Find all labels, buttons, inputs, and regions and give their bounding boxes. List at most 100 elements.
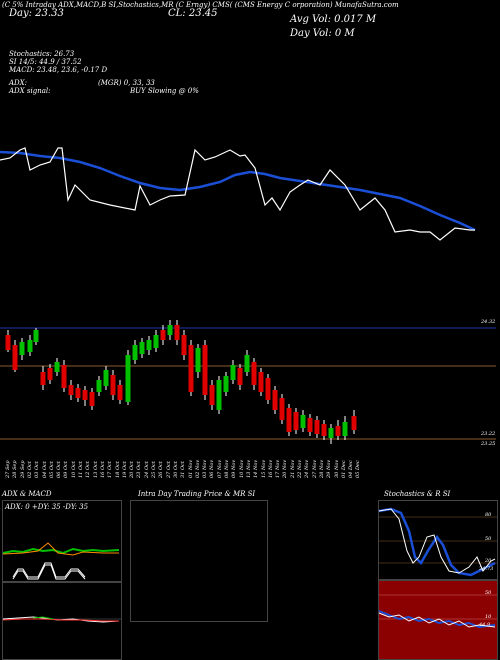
date-label: 16 Oct (99, 461, 106, 478)
macd-readout: MACD: 23.48, 23.6, -0.17 D (9, 66, 108, 74)
candle-body (223, 376, 229, 392)
candle-body (307, 418, 313, 432)
candle-body (82, 390, 88, 400)
date-label: 07 Nov (216, 459, 223, 478)
candle-body (342, 422, 348, 436)
candle-body (153, 335, 159, 348)
candle-body (117, 385, 123, 400)
date-label: 14 Nov (253, 459, 260, 478)
price-line (0, 147, 475, 241)
date-label: 02 Oct (26, 461, 33, 478)
candle-body (125, 355, 131, 402)
buy-slowing-label: BUY Slowing @ 0% (130, 87, 199, 95)
date-label: 30 Nov (333, 459, 340, 478)
date-label: 17 Nov (275, 459, 282, 478)
candle-body (5, 335, 11, 350)
candle-body (202, 345, 208, 395)
adx-signal-label: ADX signal: (9, 87, 51, 95)
candle-body (300, 415, 306, 428)
date-axis: 27 Sep 28 Sep 29 Sep 02 Oct 03 Oct 04 Oct 05 O… (0, 448, 500, 486)
date-label: 27 Oct (165, 461, 172, 478)
date-label: 20 Oct (129, 461, 136, 478)
macd-panel (2, 582, 122, 660)
candle-body (237, 368, 243, 385)
date-label: 01 Dec (340, 460, 347, 478)
intraday-title: Intra Day Trading Price & MR SI (138, 490, 256, 498)
date-label: 21 Nov (289, 459, 296, 478)
candle-body (27, 340, 33, 352)
date-label: 10 Nov (238, 459, 245, 478)
date-label: 05 Dec (355, 460, 362, 478)
date-label: 04 Dec (348, 460, 355, 478)
date-label: 25 Oct (151, 461, 157, 478)
date-label: 06 Oct (56, 461, 63, 478)
candle-body (328, 428, 334, 438)
si-tick-50: 50 (485, 590, 492, 596)
candle-body (160, 330, 166, 340)
candle-body (132, 345, 138, 360)
date-label: 24 Oct (143, 461, 150, 478)
adx-values: (MGR) 0, 33, 33 (98, 79, 155, 87)
avg-volume: Avg Vol: 0.017 M (290, 14, 377, 25)
chart-header: (C 5% Intraday ADX,MACD,B SI,Stochastics… (2, 1, 399, 9)
date-label: 12 Oct (85, 461, 92, 478)
stochastics-lines (378, 507, 497, 577)
candle-body (195, 348, 201, 372)
date-label: 29 Nov (326, 459, 333, 478)
si-readout: SI 14/5: 44.9 / 37.52 (9, 58, 82, 66)
moving-average-line (0, 150, 476, 232)
candle-body (75, 388, 81, 398)
si-panel: 50 10 44.9 (378, 580, 498, 660)
candle-body (61, 365, 67, 388)
candle-body (174, 325, 180, 340)
candles (5, 320, 357, 444)
date-label: 22 Nov (297, 459, 303, 478)
candle-body (188, 345, 194, 392)
candle-body (181, 335, 187, 355)
candle-body (167, 325, 173, 335)
stochastics-title: Stochastics & R SI (384, 490, 451, 498)
date-label: 08 Nov (224, 459, 230, 478)
candle-body (33, 330, 39, 342)
stochastics-readout: Stochastics: 26.73 (9, 50, 75, 58)
date-label: 13 Nov (245, 459, 252, 478)
candle-body (216, 380, 222, 410)
date-label: 28 Sep (12, 460, 19, 478)
date-label: 18 Oct (114, 461, 121, 478)
date-label: 27 Nov (311, 459, 318, 478)
candle-body (351, 416, 357, 430)
price-level-top: 24.32 (481, 319, 496, 325)
date-label: 02 Nov (194, 459, 201, 478)
adx-lines (2, 542, 120, 580)
date-label: 03 Oct (34, 461, 41, 478)
close-label: CL: 23.45 (168, 8, 218, 19)
candle-body (110, 375, 116, 395)
candle-body (89, 392, 95, 406)
candle-body (272, 390, 278, 410)
price-level-b: 23.25 (481, 441, 496, 447)
date-label: 27 Sep (5, 460, 11, 478)
candle-body (68, 385, 74, 395)
date-label: 17 Oct (107, 461, 114, 478)
candle-body (146, 340, 152, 350)
candle-body (335, 426, 341, 436)
candle-body (96, 380, 102, 392)
stoch-value: 24.73 (479, 566, 494, 572)
candle-body (54, 362, 60, 372)
candle-body (40, 372, 46, 385)
candle-body (286, 408, 292, 432)
date-label: 20 Nov (282, 459, 289, 478)
date-label: 15 Nov (260, 459, 267, 478)
date-label: 30 Oct (172, 461, 179, 478)
date-label: 03 Nov (202, 459, 209, 478)
macd-lines (2, 616, 121, 623)
intraday-panel (130, 500, 268, 622)
si-lines (378, 594, 497, 629)
date-label: 10 Oct (70, 461, 77, 478)
date-label: 31 Oct (180, 461, 187, 478)
candle-body (47, 368, 53, 380)
date-label: 09 Nov (231, 459, 238, 478)
date-label: 26 Oct (158, 461, 165, 478)
